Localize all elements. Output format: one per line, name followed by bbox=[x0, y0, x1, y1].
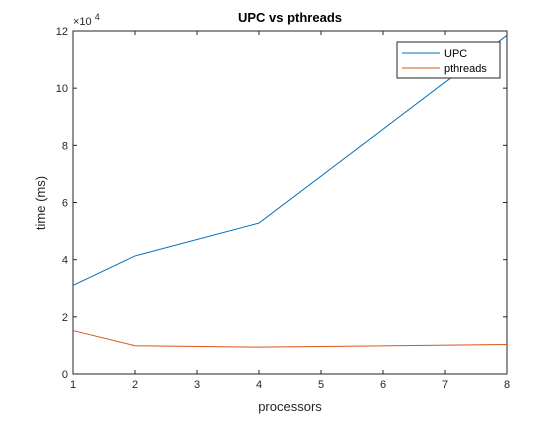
y-tick-label: 6 bbox=[62, 198, 68, 210]
x-tick-label: 8 bbox=[504, 379, 510, 391]
x-tick-label: 5 bbox=[318, 379, 324, 391]
x-tick-label: 4 bbox=[256, 379, 262, 391]
x-tick-label: 6 bbox=[380, 379, 386, 391]
legend-label-pthreads: pthreads bbox=[444, 63, 487, 75]
y-tick-label: 8 bbox=[62, 140, 68, 152]
x-tick-label: 7 bbox=[442, 379, 448, 391]
y-exponent-power: 4 bbox=[95, 12, 100, 22]
plot-area bbox=[73, 31, 507, 374]
y-tick-label: 10 bbox=[56, 83, 68, 95]
x-tick-label: 1 bbox=[70, 379, 76, 391]
legend-label-upc: UPC bbox=[444, 48, 467, 60]
chart-title: UPC vs pthreads bbox=[238, 10, 342, 25]
y-axis-label: time (ms) bbox=[33, 176, 48, 230]
x-tick-label: 2 bbox=[132, 379, 138, 391]
legend: UPC pthreads bbox=[397, 42, 500, 78]
y-exponent-base: ×10 bbox=[73, 16, 92, 28]
y-tick-label: 12 bbox=[56, 26, 68, 38]
x-tick-label: 3 bbox=[194, 379, 200, 391]
y-tick-label: 2 bbox=[62, 312, 68, 324]
y-tick-label: 0 bbox=[62, 369, 68, 381]
y-tick-label: 4 bbox=[62, 255, 68, 267]
x-axis-label: processors bbox=[258, 399, 322, 414]
